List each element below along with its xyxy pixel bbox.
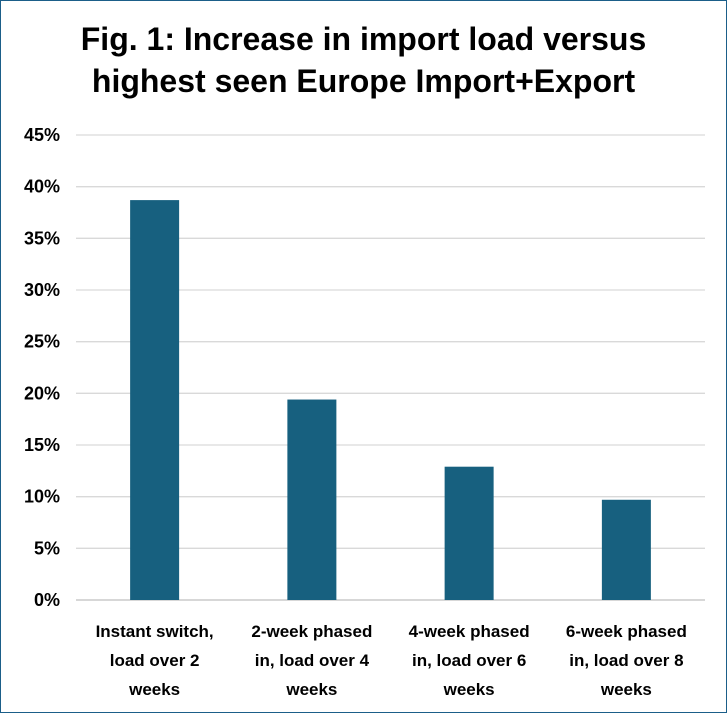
x-category-label: 2-week phased in, load over 4 weeks <box>251 622 372 699</box>
bar <box>287 399 337 600</box>
x-category-label: 6-week phased in, load over 8 weeks <box>566 622 687 699</box>
bar <box>601 499 651 600</box>
x-category-label-line: weeks <box>600 680 652 699</box>
chart-title-line-1: Fig. 1: Increase in import load versus <box>80 21 647 57</box>
x-category-label-line: Instant switch, <box>96 622 214 641</box>
y-tick-label: 45% <box>24 125 60 145</box>
y-tick-label: 15% <box>24 435 60 455</box>
gridlines <box>76 134 705 601</box>
x-category-label-line: weeks <box>285 680 337 699</box>
y-tick-label: 25% <box>24 332 60 352</box>
bar <box>444 466 494 600</box>
x-category-label-line: 2-week phased <box>251 622 372 641</box>
x-category-label-line: in, load over 4 <box>255 651 370 670</box>
bar <box>130 200 180 600</box>
y-tick-label: 40% <box>24 177 60 197</box>
x-category-label-line: load over 2 <box>110 651 200 670</box>
y-tick-label: 30% <box>24 280 60 300</box>
x-category-label-line: in, load over 8 <box>569 651 683 670</box>
bars <box>130 200 651 600</box>
y-tick-label: 5% <box>34 538 60 558</box>
chart-title: Fig. 1: Increase in import load versus h… <box>0 18 727 102</box>
x-category-label-line: 4-week phased <box>409 622 530 641</box>
x-category-label-line: in, load over 6 <box>412 651 526 670</box>
y-axis-tick-labels: 0% 5% 10% 15% 20% 25% 30% 35% 40% 45% <box>24 125 60 610</box>
y-tick-label: 10% <box>24 487 60 507</box>
x-category-label-line: 6-week phased <box>566 622 687 641</box>
x-category-label-line: weeks <box>128 680 180 699</box>
x-category-label-line: weeks <box>443 680 495 699</box>
y-tick-label: 20% <box>24 383 60 403</box>
chart-title-line-2: highest seen Europe Import+Export <box>91 63 636 99</box>
x-category-label: Instant switch, load over 2 weeks <box>96 622 214 699</box>
x-category-label: 4-week phased in, load over 6 weeks <box>409 622 530 699</box>
y-tick-label: 0% <box>34 590 60 610</box>
y-tick-label: 35% <box>24 228 60 248</box>
